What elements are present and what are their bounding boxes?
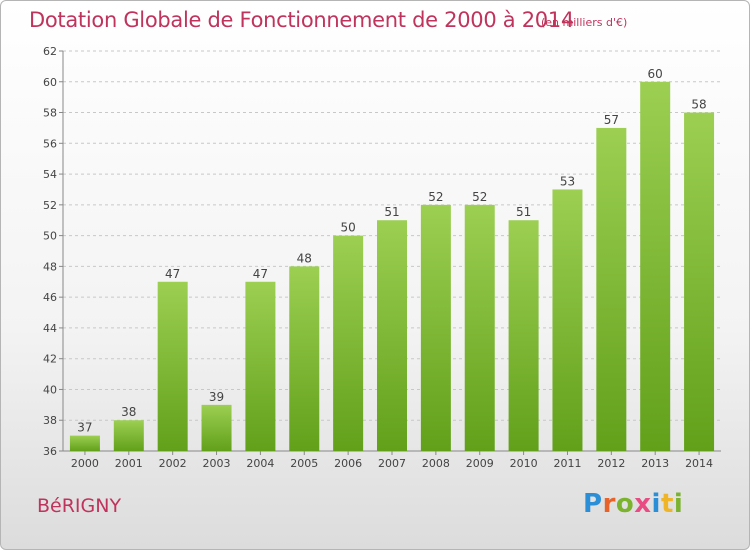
y-tick-label: 38 [43,414,57,427]
commune-name: BéRIGNY [37,495,122,517]
y-tick-label: 50 [43,230,57,243]
logo-letter: r [602,489,616,519]
bar-2010 [508,220,539,451]
x-tick-label-2014: 2014 [685,457,713,470]
y-tick-label: 42 [43,353,57,366]
data-labels: 37 38 47 39 47 48 50 51 52 52 51 53 57 60 58 [77,67,706,435]
data-label-2002: 47 [165,267,180,281]
y-tick-label: 46 [43,291,57,304]
y-tick-label: 36 [43,445,57,458]
data-label-2003: 39 [209,390,224,404]
data-label-2001: 38 [121,405,136,419]
x-tick-label-2004: 2004 [246,457,274,470]
x-tick-label-2012: 2012 [597,457,625,470]
x-tick-label-2011: 2011 [553,457,581,470]
bar-2005 [289,266,320,451]
y-tick-label: 62 [43,45,57,58]
data-label-2012: 57 [604,113,619,127]
data-label-2010: 51 [516,205,531,219]
x-axis-tick-labels: 2000 2001 2002 2003 2004 2005 2006 2007 2008 2009… [71,451,713,470]
y-tick-label: 58 [43,107,57,120]
x-tick-label-2000: 2000 [71,457,99,470]
bar-2012 [596,127,627,451]
bar-2014 [684,112,715,452]
data-label-2006: 50 [340,221,355,235]
data-label-2004: 47 [253,267,268,281]
logo-letter: P [583,489,603,519]
y-tick-label: 52 [43,199,57,212]
data-label-2005: 48 [297,251,312,265]
x-tick-label-2008: 2008 [422,457,450,470]
logo-letter: t [660,489,674,519]
bar-2001 [113,420,144,451]
data-label-2014: 58 [691,98,706,112]
x-tick-label-2003: 2003 [203,457,231,470]
x-tick-label-2006: 2006 [334,457,362,470]
y-tick-label: 44 [43,322,57,335]
y-tick-label: 48 [43,260,57,273]
data-label-2013: 60 [648,67,663,81]
bar-2009 [464,204,495,451]
x-tick-label-2007: 2007 [378,457,406,470]
bar-2000 [69,435,100,451]
x-tick-label-2010: 2010 [510,457,538,470]
y-axis-tick-labels: 36 38 40 42 44 46 48 50 52 54 56 58 60 62 [43,45,57,458]
bar-2013 [640,81,671,452]
x-tick-label-2013: 2013 [641,457,669,470]
data-label-2009: 52 [472,190,487,204]
proxiti-logo: Proxiti [583,489,683,519]
x-tick-label-2002: 2002 [159,457,187,470]
bar-2007 [377,220,407,451]
y-tick-label: 60 [43,76,57,89]
x-tick-label-2001: 2001 [115,457,143,470]
data-label-2007: 51 [384,205,399,219]
logo-letter: i [651,489,661,519]
logo-letter: x [634,489,652,519]
chart-title: Dotation Globale de Fonctionnement de 20… [29,8,574,32]
bar-2003 [201,404,232,451]
bars [69,81,715,452]
data-label-2000: 37 [77,421,92,435]
logo-letter: o [615,489,635,519]
chart-subtitle: (en milliers d'€) [541,16,628,29]
y-tick-label: 54 [43,168,57,181]
bar-2004 [245,281,276,451]
bar-2006 [333,235,364,451]
bar-2008 [420,204,451,451]
logo-letter: i [673,489,684,519]
x-tick-label-2009: 2009 [466,457,494,470]
data-label-2008: 52 [428,190,443,204]
bar-2011 [552,189,583,451]
data-label-2011: 53 [560,174,575,188]
x-tick-label-2005: 2005 [290,457,318,470]
y-tick-label: 40 [43,383,57,396]
y-tick-label: 56 [43,137,57,150]
bar-2002 [157,281,188,451]
